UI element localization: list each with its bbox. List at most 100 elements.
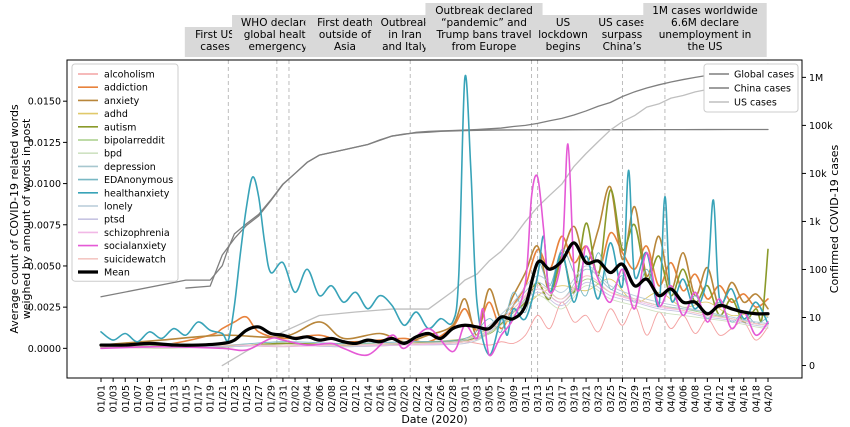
series-line-china-cases — [185, 128, 769, 289]
x-tick-label: 02/18 — [388, 385, 399, 412]
legend-left-box — [71, 63, 179, 282]
annotation-text-line: outside of — [319, 29, 371, 41]
annotation-text-line: US cases — [598, 17, 645, 29]
x-tick-label: 03/29 — [630, 385, 641, 412]
annotation-text-line: Asia — [334, 41, 356, 53]
y-axis-label-line: Average count of COVID-19 related words — [8, 104, 21, 334]
right-y-axis-label: Confirmed COVID-19 cases — [828, 144, 841, 293]
x-tick-label: 03/21 — [582, 385, 593, 412]
x-tick-label: 01/15 — [181, 385, 192, 412]
x-tick-label: 02/24 — [424, 385, 435, 412]
x-tick-label: 03/13 — [533, 385, 544, 412]
x-tick-label: 01/23 — [230, 385, 241, 412]
legend-label-lonely: lonely — [104, 202, 133, 213]
x-tick-label: 01/03 — [109, 385, 120, 412]
legend-label-global-cases: Global cases — [734, 70, 794, 81]
event-lines — [227, 60, 666, 378]
x-tick-label: 01/11 — [157, 385, 168, 412]
x-tick-label: 01/07 — [133, 385, 144, 412]
series-line-us-cases — [221, 82, 769, 367]
x-tick-label: 01/17 — [194, 385, 205, 412]
x-tick-label: 03/11 — [521, 385, 532, 412]
annotation-text-line: in Iran — [388, 29, 421, 41]
annotation-box — [591, 15, 653, 57]
y-tick-label: 0.0125 — [28, 138, 61, 149]
x-axis-label: Date (2020) — [401, 413, 467, 426]
x-tick-label: 01/27 — [254, 385, 265, 412]
x-tick-label: 01/13 — [169, 385, 180, 412]
annotation-text-line: First US — [195, 29, 235, 41]
x-tick-label: 03/23 — [594, 385, 605, 412]
legend-label-bipolarreddit: bipolarreddit — [104, 136, 165, 147]
x-tick-label: 04/16 — [739, 385, 750, 412]
x-tick-label: 02/28 — [448, 385, 459, 412]
legend-label-adhd: adhd — [104, 109, 128, 120]
right-y-tick-label: 1k — [809, 217, 821, 228]
annotation-text-line: Outbreak declared — [435, 5, 533, 17]
legend-label-anxiety: anxiety — [104, 96, 140, 107]
annotation-text-line: the US — [688, 41, 723, 53]
annotation-box — [643, 3, 767, 57]
legend-label-us-cases: US cases — [734, 98, 777, 109]
annotation-text-line: global health — [244, 29, 313, 41]
annotation-text-line: begins — [546, 41, 581, 53]
right-y-tick-label: 100k — [809, 121, 833, 132]
annotation-text-line: cases — [200, 41, 230, 53]
x-tick-label: 04/12 — [715, 385, 726, 412]
annotation-box — [425, 3, 543, 57]
x-tick-label: 03/19 — [569, 385, 580, 412]
legend-right: Global cases China cases US cases — [703, 63, 799, 113]
x-tick-label: 04/20 — [764, 385, 775, 412]
annotation-text-line: surpass — [602, 29, 642, 41]
x-tick-label: 01/21 — [218, 385, 229, 412]
x-axis: 01/01 01/03 01/05 01/07 01/09 01/11 01/13 01/15… — [97, 378, 775, 412]
x-tick-label: 04/14 — [727, 385, 738, 412]
right-y-tick-label: 10 — [809, 313, 821, 324]
annotation-text-line: lockdown — [538, 29, 588, 41]
legend-label-schizophrenia: schizophrenia — [104, 228, 170, 239]
legend-right-box — [703, 63, 799, 113]
x-tick-label: 01/31 — [278, 385, 289, 412]
x-tick-label: 02/22 — [412, 385, 423, 412]
left-y-axis: 0.0000 0.0025 0.0050 0.0075 0.0100 0.0125 0.01… — [28, 97, 67, 355]
series-layer — [99, 63, 770, 367]
x-tick-label: 01/09 — [145, 385, 156, 412]
series-line-mean — [99, 241, 770, 347]
legend-left: alcoholism addiction anxiety adhd autism bipo… — [71, 63, 179, 282]
legend-label-addiction: addiction — [104, 83, 148, 94]
annotation-text-line: US — [556, 17, 571, 29]
x-tick-label: 02/20 — [400, 385, 411, 412]
x-tick-label: 03/27 — [618, 385, 629, 412]
x-tick-label: 01/05 — [121, 385, 132, 412]
legend-label-suicidewatch: suicidewatch — [104, 254, 166, 265]
annotation-text-line: Outbreak — [381, 17, 431, 29]
annotation-box — [305, 15, 385, 57]
x-tick-label: 03/07 — [497, 385, 508, 412]
x-tick-label: 01/29 — [266, 385, 277, 412]
x-tick-label: 04/10 — [703, 385, 714, 412]
legend-label-ptsd: ptsd — [104, 215, 125, 226]
series-line-global-cases — [100, 63, 769, 298]
x-tick-label: 02/06 — [315, 385, 326, 412]
series-line-edanonymous — [100, 249, 769, 346]
x-tick-label: 03/03 — [472, 385, 483, 412]
annotation-text-line: from Europe — [452, 41, 517, 53]
y-axis-label-line: weighed by amount of words in post — [20, 118, 33, 319]
x-tick-label: 02/10 — [339, 385, 350, 412]
x-tick-label: 01/01 — [97, 385, 108, 412]
right-y-tick-label: 10k — [809, 169, 827, 180]
x-tick-label: 04/18 — [751, 385, 762, 412]
x-tick-label: 03/17 — [557, 385, 568, 412]
right-y-tick-label: 100 — [809, 265, 827, 276]
y-tick-label: 0.0000 — [28, 344, 61, 355]
annotation-text-line: 6.6M declare — [671, 17, 739, 29]
x-tick-label: 01/19 — [206, 385, 217, 412]
x-tick-label: 01/25 — [242, 385, 253, 412]
legend-label-autism: autism — [104, 122, 136, 133]
x-tick-label: 04/04 — [666, 385, 677, 412]
